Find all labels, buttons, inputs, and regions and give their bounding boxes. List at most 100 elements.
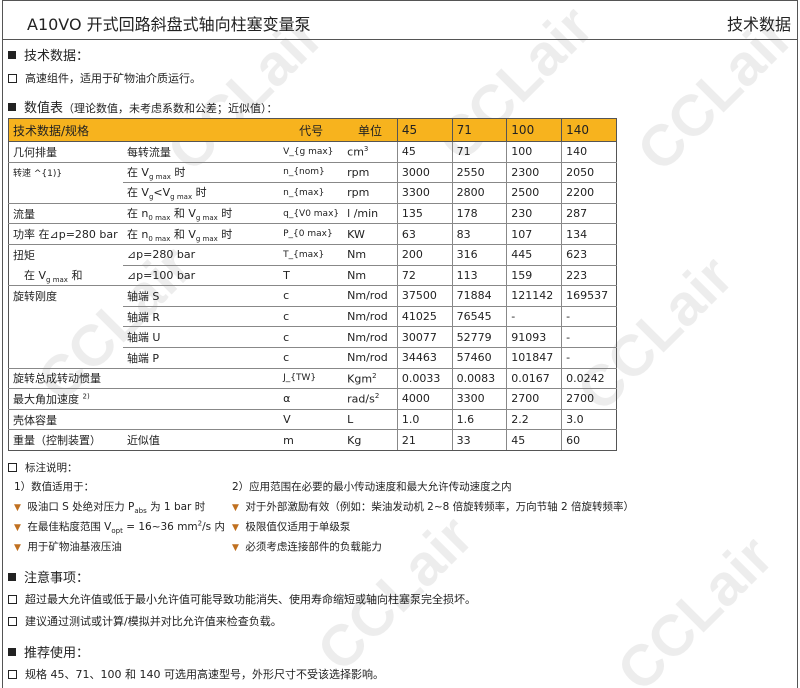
- note-left-title: 1）数值适用于：: [14, 481, 95, 493]
- header-unit: 单位: [343, 118, 398, 142]
- header-size: 71: [451, 118, 508, 142]
- cell-unit: rpm: [343, 162, 398, 184]
- cell-value: 121142: [506, 285, 562, 307]
- open-square-icon: [8, 616, 17, 626]
- heading-text: 数值表: [24, 101, 64, 116]
- arrow-down-icon: ▼: [14, 543, 21, 553]
- cell-c1: 重量（控制装置）: [7, 429, 123, 451]
- heading-text: 注意事项：: [24, 571, 90, 586]
- cell-value: -: [561, 326, 617, 348]
- table-row: 几何排量 每转流量 V_{g max} cm3 45 71 100 140: [7, 141, 617, 163]
- table-row: 最大角加速度 2) α rad/s2 4000 3300 2700 2700: [7, 388, 617, 410]
- table-row: 旋转总成转动惯量 J_{TW} Kgm2 0.0033 0.0083 0.0167 0.02…: [7, 368, 617, 390]
- cell-c2: 每转流量: [122, 141, 280, 163]
- cell-c1: 几何排量: [7, 141, 123, 163]
- table-row: 在 Vg<Vg max 时 n_{max} rpm 3300 2800 2500 2200: [7, 182, 617, 204]
- cell-unit: l /min: [343, 203, 398, 225]
- cell-unit: Nm: [343, 265, 398, 287]
- cell-code: m: [279, 429, 344, 451]
- open-square-icon: [8, 73, 17, 83]
- note-text: 吸油口 S 处绝对压力 Pabs 为 1 bar 时: [27, 501, 206, 516]
- open-square-icon: [8, 463, 17, 472]
- cell-value: 107: [506, 223, 562, 245]
- cell-code: J_{TW}: [279, 368, 344, 390]
- cell-value: -: [506, 306, 562, 328]
- cell-value: 140: [561, 141, 617, 163]
- cell-unit: KW: [343, 223, 398, 245]
- cell-value: 316: [451, 244, 507, 266]
- cell-value: 33: [451, 429, 507, 451]
- cell-value: 2800: [451, 182, 507, 204]
- cell-unit: rad/s2: [343, 388, 398, 410]
- cell-value: 445: [506, 244, 562, 266]
- note-item: ▼ 极限值仅适用于单级泵: [232, 519, 350, 534]
- cell-value: 52779: [451, 326, 507, 348]
- note-item: ▼ 在最佳粘度范围 Vopt = 16~36 mm2/s 内: [14, 519, 225, 536]
- cell-value: 223: [561, 265, 617, 287]
- cell-value: 63: [396, 223, 453, 245]
- cell-c2: 轴端 S: [122, 285, 280, 307]
- filled-square-icon: [8, 50, 16, 59]
- cell-value: 3300: [451, 388, 507, 410]
- cell-c2: 在 n0 max 和 Vg max 时: [122, 223, 280, 245]
- heading-cautions: 注意事项：: [8, 567, 89, 586]
- recommend-item: 规格 45、71、100 和 140 可选用高速型号，外形尺寸不受该选择影响。: [8, 666, 384, 682]
- cell-code: α: [279, 388, 344, 410]
- cell-unit: Kg: [343, 429, 398, 451]
- cell-code: V: [279, 409, 344, 431]
- cell-value: 41025: [396, 306, 453, 328]
- cell-c1: [7, 182, 123, 204]
- cell-c2: ⊿p=100 bar: [122, 265, 280, 287]
- cell-value: -: [561, 306, 617, 328]
- note-text: 用于矿物油基液压油: [27, 541, 122, 553]
- cell-value: 3300: [396, 182, 453, 204]
- table-row: 壳体容量 V L 1.0 1.6 2.2 3.0: [7, 409, 617, 431]
- table-row: 转速 ^{1)} 在 Vg max 时 n_{nom} rpm 3000 2550 2300…: [7, 162, 617, 184]
- cell-c2: [122, 409, 280, 431]
- cell-c2: [122, 368, 280, 390]
- cell-value: 3000: [396, 162, 453, 184]
- header-code: 代号: [279, 118, 344, 142]
- cell-value: 178: [451, 203, 507, 225]
- bullet-text: 规格 45、71、100 和 140 可选用高速型号，外形尺寸不受该选择影响。: [25, 668, 384, 681]
- page-title: A10VO 开式回路斜盘式轴向柱塞变量泵: [27, 15, 311, 34]
- cell-value: 0.0083: [451, 368, 507, 390]
- cell-c1: [7, 306, 123, 327]
- cell-value: 2500: [506, 182, 562, 204]
- table-row: 在 Vg max 和 ⊿p=100 bar T Nm 72 113 159 223: [7, 265, 617, 287]
- note-item: ▼ 用于矿物油基液压油: [14, 539, 122, 554]
- cell-c2: 在 Vg max 时: [122, 162, 280, 184]
- notes-heading: 标注说明：: [8, 460, 78, 475]
- cell-c1: 扭矩: [7, 244, 123, 266]
- table-row: 流量在 n0 max 和 Vg max 时 q_{V0 max} l /min 135…: [7, 203, 617, 225]
- cell-value: 1.6: [451, 409, 507, 431]
- heading-tech-data: 技术数据：: [8, 45, 89, 64]
- caution-item: 超过最大允许值或低于最小允许值可能导致功能消失、使用寿命缩短或轴向柱塞泵完全损坏…: [8, 591, 476, 607]
- cell-code: n_{max}: [279, 182, 344, 204]
- cell-c1: 功率 在⊿p=280 bar: [7, 223, 123, 245]
- cell-value: 2050: [561, 162, 617, 184]
- cell-value: 159: [506, 265, 562, 287]
- arrow-down-icon: ▼: [232, 503, 239, 513]
- caution-item: 建议通过测试或计算/模拟并对比允许值来检查负载。: [8, 613, 282, 629]
- cell-value: 0.0242: [561, 368, 617, 390]
- cell-value: 72: [396, 265, 453, 287]
- cell-c2: 轴端 P: [122, 347, 280, 369]
- cell-value: 623: [561, 244, 617, 266]
- cell-value: -: [561, 347, 617, 369]
- cell-value: 57460: [451, 347, 507, 369]
- cell-c1: [7, 326, 123, 348]
- table-row: 重量（控制装置） 近似值 m Kg 21 33 45 60: [7, 429, 617, 451]
- cell-c1: [7, 347, 123, 369]
- cell-value: 0.0033: [396, 368, 453, 390]
- cell-code: c: [279, 285, 344, 307]
- cell-value: 200: [396, 244, 453, 266]
- cell-code: P_{0 max}: [279, 223, 344, 245]
- cell-value: 45: [506, 429, 562, 451]
- cell-value: 287: [561, 203, 617, 225]
- cell-c1: 旋转总成转动惯量: [7, 368, 123, 390]
